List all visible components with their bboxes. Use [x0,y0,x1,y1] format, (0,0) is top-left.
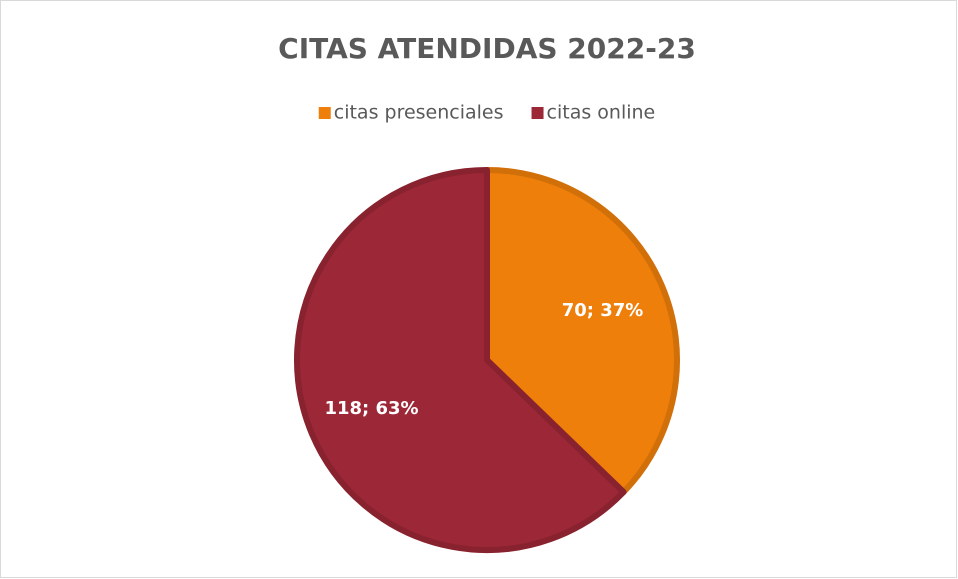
legend-swatch [318,107,331,119]
legend-swatch [531,107,544,119]
legend-label: citas online [547,102,656,124]
data-label: 118; 63% [324,398,418,419]
data-label: 70; 37% [562,300,644,321]
pie-slice [484,167,680,496]
pie-slice [294,167,627,553]
chart-title: CITAS ATENDIDAS 2022-23 [278,32,696,65]
slice-edge [484,167,680,496]
legend-label: citas presenciales [334,102,504,124]
slice-edge [294,167,627,553]
